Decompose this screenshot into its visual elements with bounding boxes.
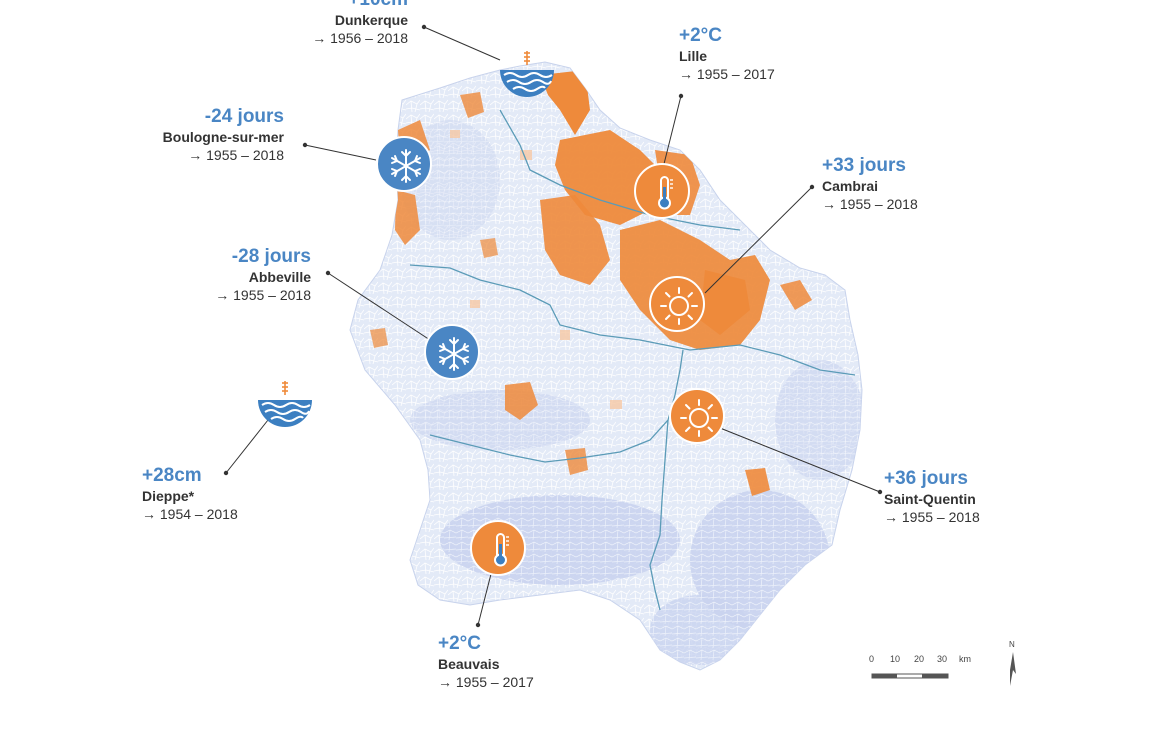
annotation-value: +36 jours: [884, 468, 968, 489]
north-arrow-icon: N: [1004, 640, 1022, 690]
thermometer-icon: [470, 520, 526, 576]
sea-level-icon: [498, 48, 556, 98]
annotation-dunkerque: +10cm Dunkerque → 1956 – 2018: [250, 0, 408, 46]
annotation-city: Dieppe*: [142, 487, 195, 504]
annotation-city: Cambrai: [822, 177, 879, 194]
annotation-boulogne: -24 jours Boulogne-sur-mer → 1955 – 2018: [120, 106, 284, 163]
annotation-period: → 1955 – 2018: [215, 286, 311, 303]
thermometer-icon: [634, 163, 690, 219]
scale-bar: 0 10 20 30 km: [866, 654, 971, 684]
annotation-city: Saint-Quentin: [884, 490, 976, 507]
annotation-city: Beauvais: [438, 655, 500, 672]
annotation-city: Boulogne-sur-mer: [162, 128, 284, 145]
annotation-period: → 1955 – 2017: [438, 673, 534, 690]
snowflake-icon: [376, 136, 432, 192]
sun-icon: [649, 276, 705, 332]
scale-tick-30: 30: [937, 654, 948, 664]
scale-tick-10: 10: [890, 654, 901, 664]
annotation-period: → 1955 – 2018: [188, 146, 284, 163]
annotation-period: → 1955 – 2018: [884, 508, 980, 525]
sun-icon: [669, 388, 725, 444]
annotation-city: Abbeville: [248, 268, 311, 285]
annotation-value: +2°C: [438, 633, 481, 654]
annotation-period: → 1955 – 2017: [679, 65, 775, 82]
annotation-value: -28 jours: [231, 246, 311, 267]
scale-bar-graphic: [871, 673, 949, 679]
scale-tick-0: 0: [869, 654, 875, 664]
snowflake-icon: [424, 324, 480, 380]
annotation-value: +10cm: [250, 0, 408, 11]
annotation-city: Lille: [679, 47, 708, 64]
annotation-value: +28cm: [142, 465, 202, 486]
sea-level-icon: [256, 378, 314, 428]
annotation-cambrai: +33 jours Cambrai → 1955 – 2018: [822, 155, 918, 212]
annotation-period: → 1956 – 2018: [312, 29, 408, 46]
annotation-lille: +2°C Lille → 1955 – 2017: [679, 25, 775, 82]
annotation-value: -24 jours: [204, 106, 284, 127]
annotation-period: → 1954 – 2018: [142, 505, 238, 522]
annotation-beauvais: +2°C Beauvais → 1955 – 2017: [438, 633, 534, 690]
annotation-city: Dunkerque: [334, 11, 408, 28]
annotation-period: → 1955 – 2018: [822, 195, 918, 212]
annotation-dieppe: +28cm Dieppe* → 1954 – 2018: [142, 465, 238, 522]
annotation-value: +2°C: [679, 25, 722, 46]
annotation-value: +33 jours: [822, 155, 906, 176]
scale-tick-20: 20: [914, 654, 925, 664]
annotation-abbeville: -28 jours Abbeville → 1955 – 2018: [150, 246, 311, 303]
annotation-saint-quentin: +36 jours Saint-Quentin → 1955 – 2018: [884, 468, 980, 525]
north-label: N: [1009, 640, 1015, 649]
scale-unit: km: [959, 654, 971, 664]
